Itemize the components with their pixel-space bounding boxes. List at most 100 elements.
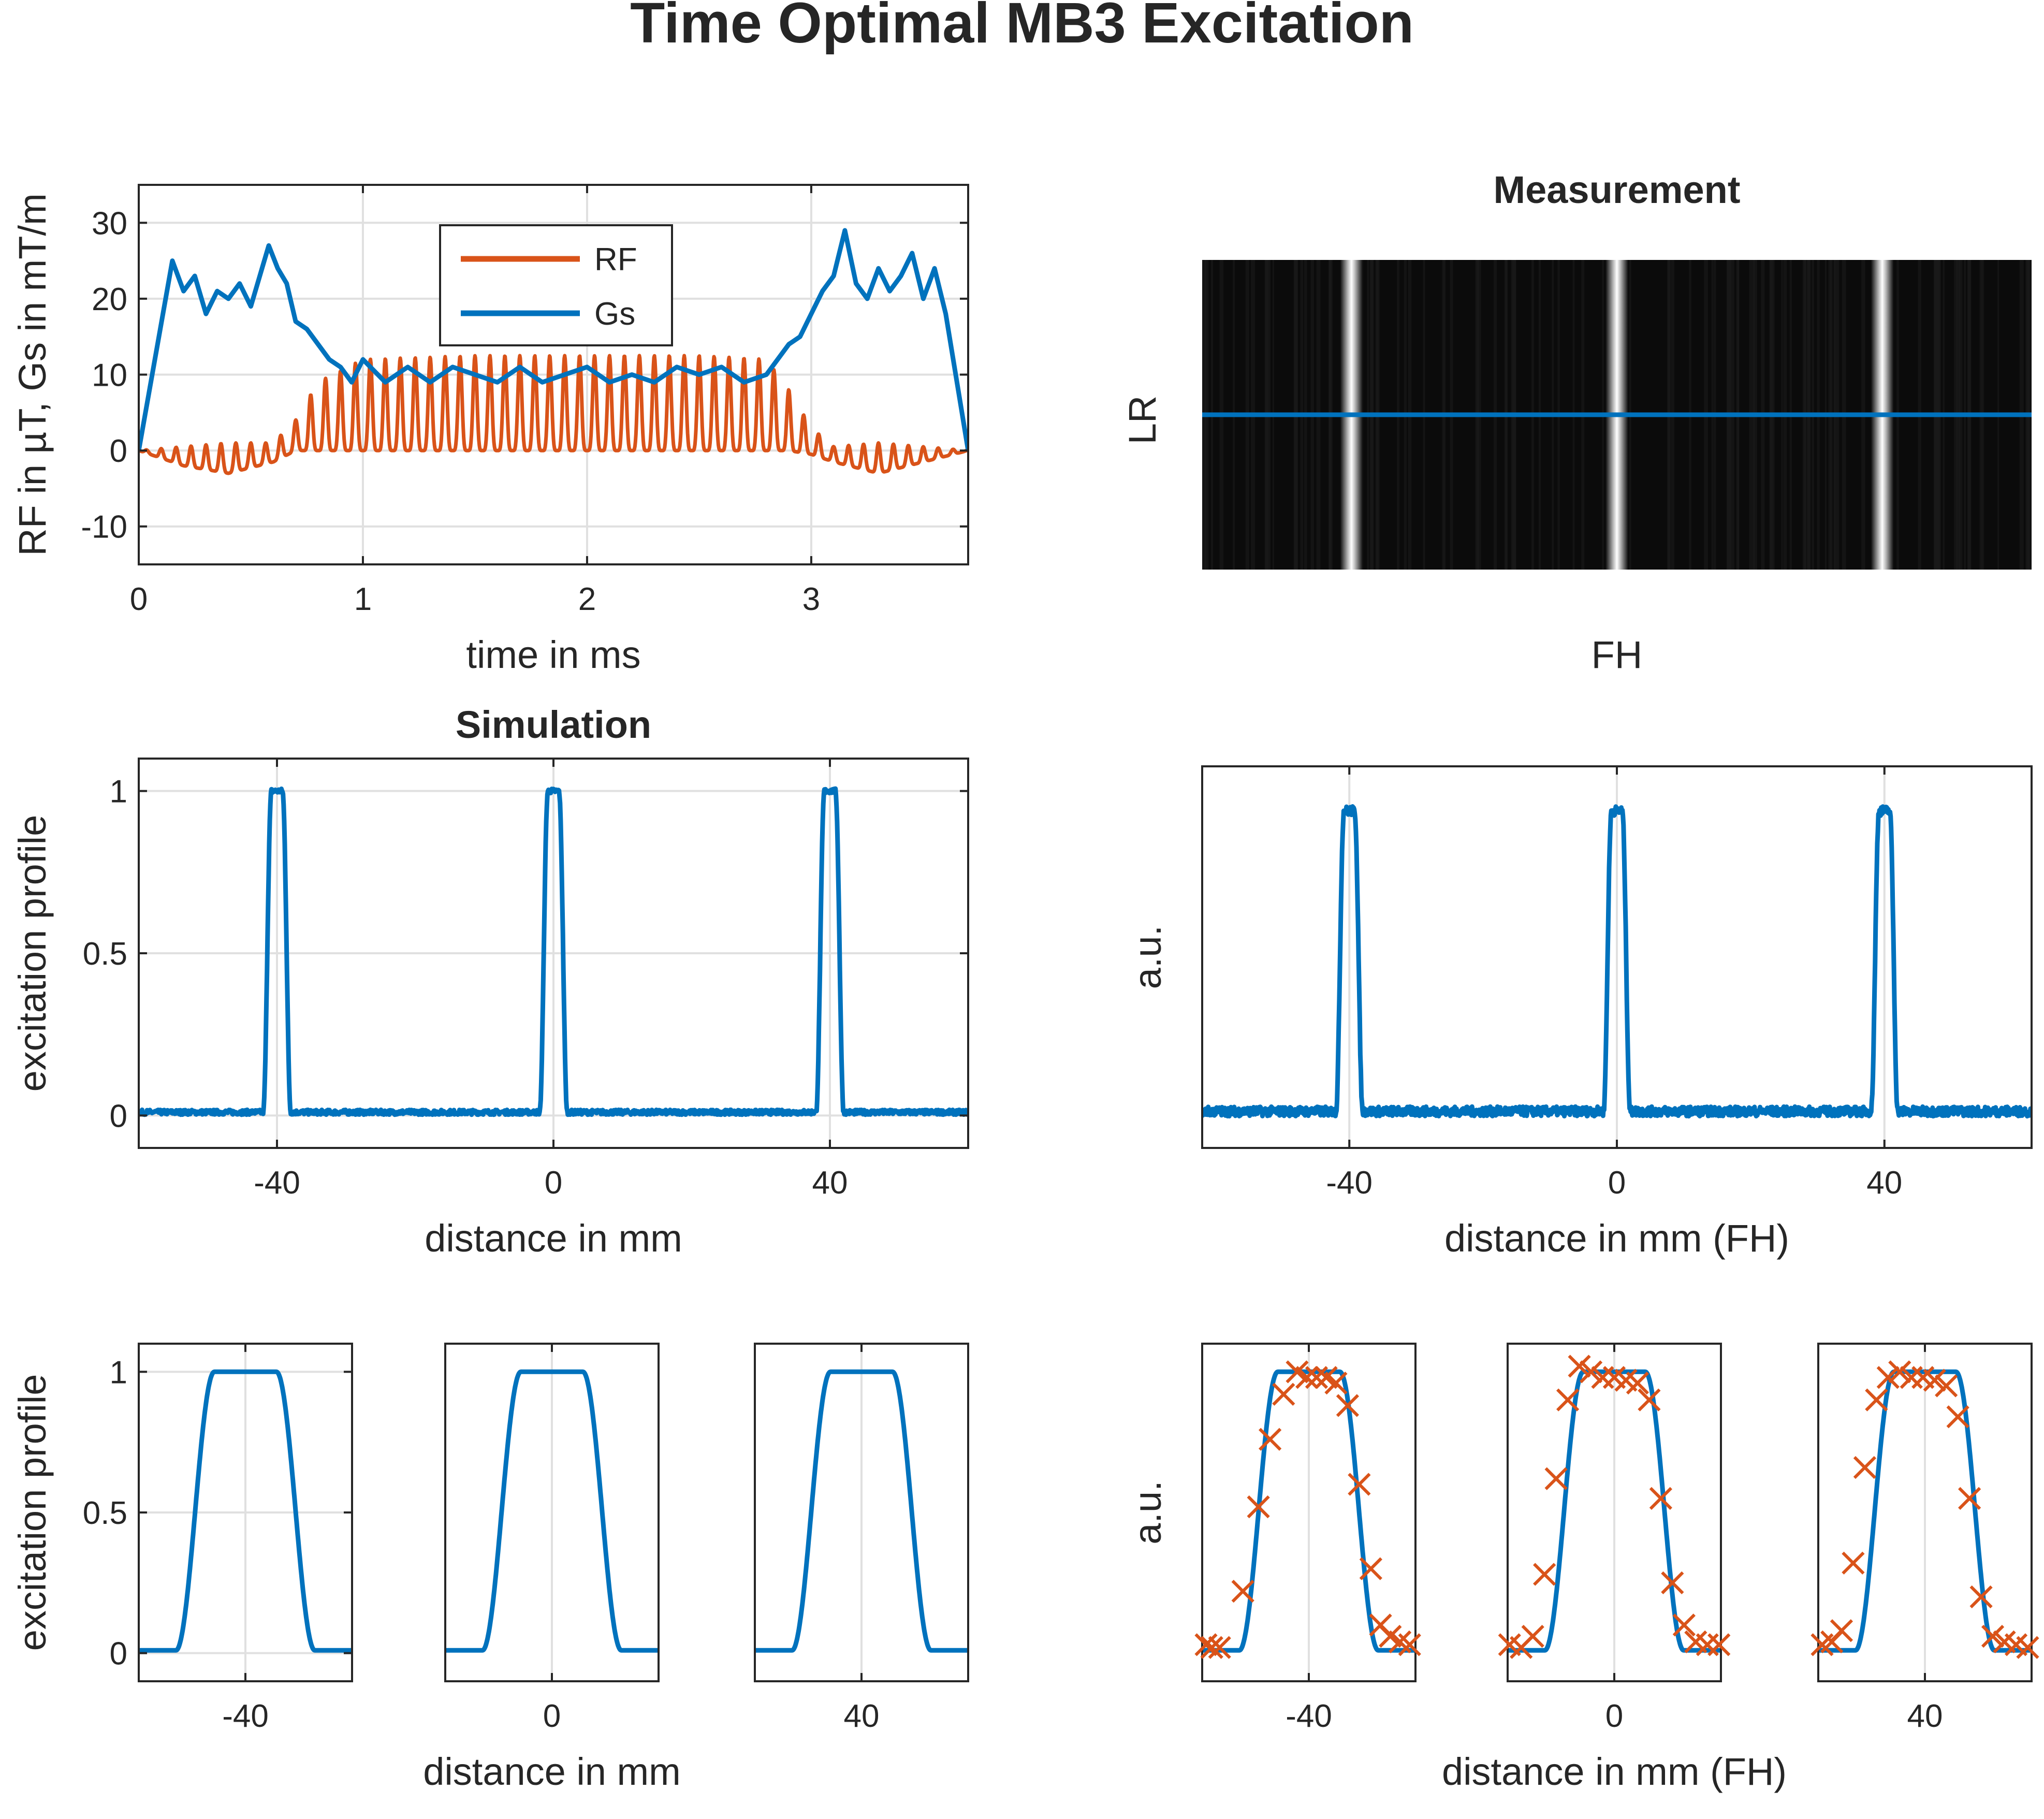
x-tick-label: -40 [254, 1165, 300, 1201]
marker-stroke [1286, 1360, 1309, 1384]
y-axis-label: LR [1121, 396, 1164, 445]
data-marker [1200, 1636, 1223, 1659]
y-tick-label: 30 [92, 206, 127, 241]
data-marker [1649, 1487, 1673, 1510]
data-marker [1305, 1366, 1328, 1389]
data-marker [1579, 1360, 1603, 1384]
data-marker [1295, 1366, 1319, 1389]
y-axis-label: excitation profile [11, 815, 54, 1092]
chart-sim-zoom-m40: -40 0 0.5 1 excitation profile [11, 1343, 353, 1734]
rf-series-line [139, 354, 968, 475]
legend-box [439, 224, 673, 346]
plot-area [1202, 804, 2032, 1119]
legend-label-rf: RF [594, 242, 637, 278]
marker-stroke [1544, 1467, 1568, 1490]
chart-title: Measurement [1493, 168, 1740, 211]
marker-stroke [1579, 1360, 1603, 1384]
x-axis-label: distance in mm [425, 1217, 682, 1260]
x-tick-label: -40 [1286, 1698, 1332, 1734]
marker-stroke [1981, 1624, 2005, 1648]
chart-meas-zoom-40: 40 [1811, 1343, 2039, 1734]
marker-stroke [1958, 1487, 1981, 1510]
plot-area [139, 786, 968, 1117]
marker-stroke [1398, 1633, 1421, 1656]
data-marker [1194, 1633, 1218, 1656]
marker-stroke [1521, 1624, 1544, 1648]
marker-stroke [1638, 1388, 1661, 1411]
data-marker [1935, 1374, 1958, 1398]
y-tick-label: 0 [110, 1636, 127, 1672]
data-marker [1923, 1369, 1946, 1392]
marker-stroke [1672, 1613, 1696, 1637]
chart-measurement-image: Measurement FH LR [1121, 168, 2032, 676]
data-marker [1247, 1495, 1270, 1519]
profile-series-line [1202, 804, 2032, 1119]
data-marker [1544, 1467, 1568, 1490]
data-marker [1830, 1619, 1853, 1642]
data-marker [1672, 1613, 1696, 1637]
x-axis-label: time in ms [466, 633, 640, 676]
x-axis-label: FH [1592, 633, 1643, 676]
marker-stroke [1272, 1383, 1295, 1406]
y-axis-label: excitation profile [11, 1374, 54, 1651]
y-axis-label: a.u. [1126, 925, 1169, 989]
data-marker [1258, 1428, 1282, 1451]
x-tick-label: 40 [812, 1165, 848, 1201]
data-marker [1359, 1557, 1382, 1580]
legend-label-gs: Gs [594, 296, 635, 332]
data-marker [1638, 1388, 1661, 1411]
marker-stroke [1707, 1633, 1731, 1656]
marker-stroke [1946, 1405, 1969, 1429]
data-marker [1865, 1388, 1888, 1411]
x-tick-label: 1 [354, 581, 372, 617]
data-marker [1533, 1563, 1556, 1586]
marker-stroke [1200, 1636, 1223, 1659]
chart-sim-zoom-0: 0 distance in mm [423, 1343, 681, 1793]
x-tick-label: -40 [1326, 1165, 1373, 1201]
marker-stroke [1315, 1366, 1338, 1389]
x-tick-label: 40 [1907, 1698, 1943, 1734]
marker-stroke [1336, 1394, 1360, 1417]
marker-stroke [1305, 1366, 1328, 1389]
y-tick-label: 0 [110, 1098, 127, 1134]
marker-stroke [1684, 1630, 1707, 1654]
data-marker [1556, 1388, 1580, 1411]
chart-meas-zoom-0: 0 distance in mm (FH) [1442, 1343, 1787, 1793]
marker-stroke [1556, 1388, 1580, 1411]
y-tick-label: 1 [110, 1355, 127, 1390]
marker-stroke [1842, 1551, 1865, 1575]
zoom-series-line [755, 1369, 968, 1653]
plot-area [755, 1369, 968, 1653]
y-tick-label: 0.5 [83, 1495, 127, 1531]
data-marker [1661, 1571, 1684, 1594]
marker-stroke [1969, 1585, 1993, 1609]
marker-stroke [1888, 1360, 1911, 1384]
chart-meas-zoom-m40: -40 a.u. [1126, 1343, 1421, 1734]
marker-stroke [1498, 1633, 1521, 1656]
y-tick-label: 10 [92, 358, 127, 394]
data-marker [1969, 1585, 1993, 1609]
marker-stroke [1194, 1633, 1218, 1656]
data-marker [1272, 1383, 1295, 1406]
marker-stroke [1258, 1428, 1282, 1451]
zoom-series-line [445, 1369, 659, 1653]
data-marker [1324, 1371, 1348, 1395]
x-tick-label: 0 [130, 581, 148, 617]
data-marker [1568, 1355, 1591, 1378]
plot-area [139, 1369, 352, 1653]
marker-stroke [1602, 1366, 1626, 1389]
marker-stroke [1614, 1369, 1638, 1392]
marker-stroke [1379, 1624, 1402, 1648]
figure-title: Time Optimal MB3 Excitation [630, 0, 1414, 55]
x-axis-label: distance in mm [423, 1750, 681, 1793]
y-tick-label: 0.5 [83, 936, 127, 972]
marker-stroke [1208, 1636, 1231, 1659]
data-marker [1853, 1456, 1877, 1479]
marker-stroke [1853, 1456, 1877, 1479]
x-tick-label: 0 [1608, 1165, 1626, 1201]
y-axis-label: RF in µT, Gs in mT/m [11, 193, 54, 556]
chart-title: Simulation [456, 703, 651, 746]
data-marker [1336, 1394, 1360, 1417]
